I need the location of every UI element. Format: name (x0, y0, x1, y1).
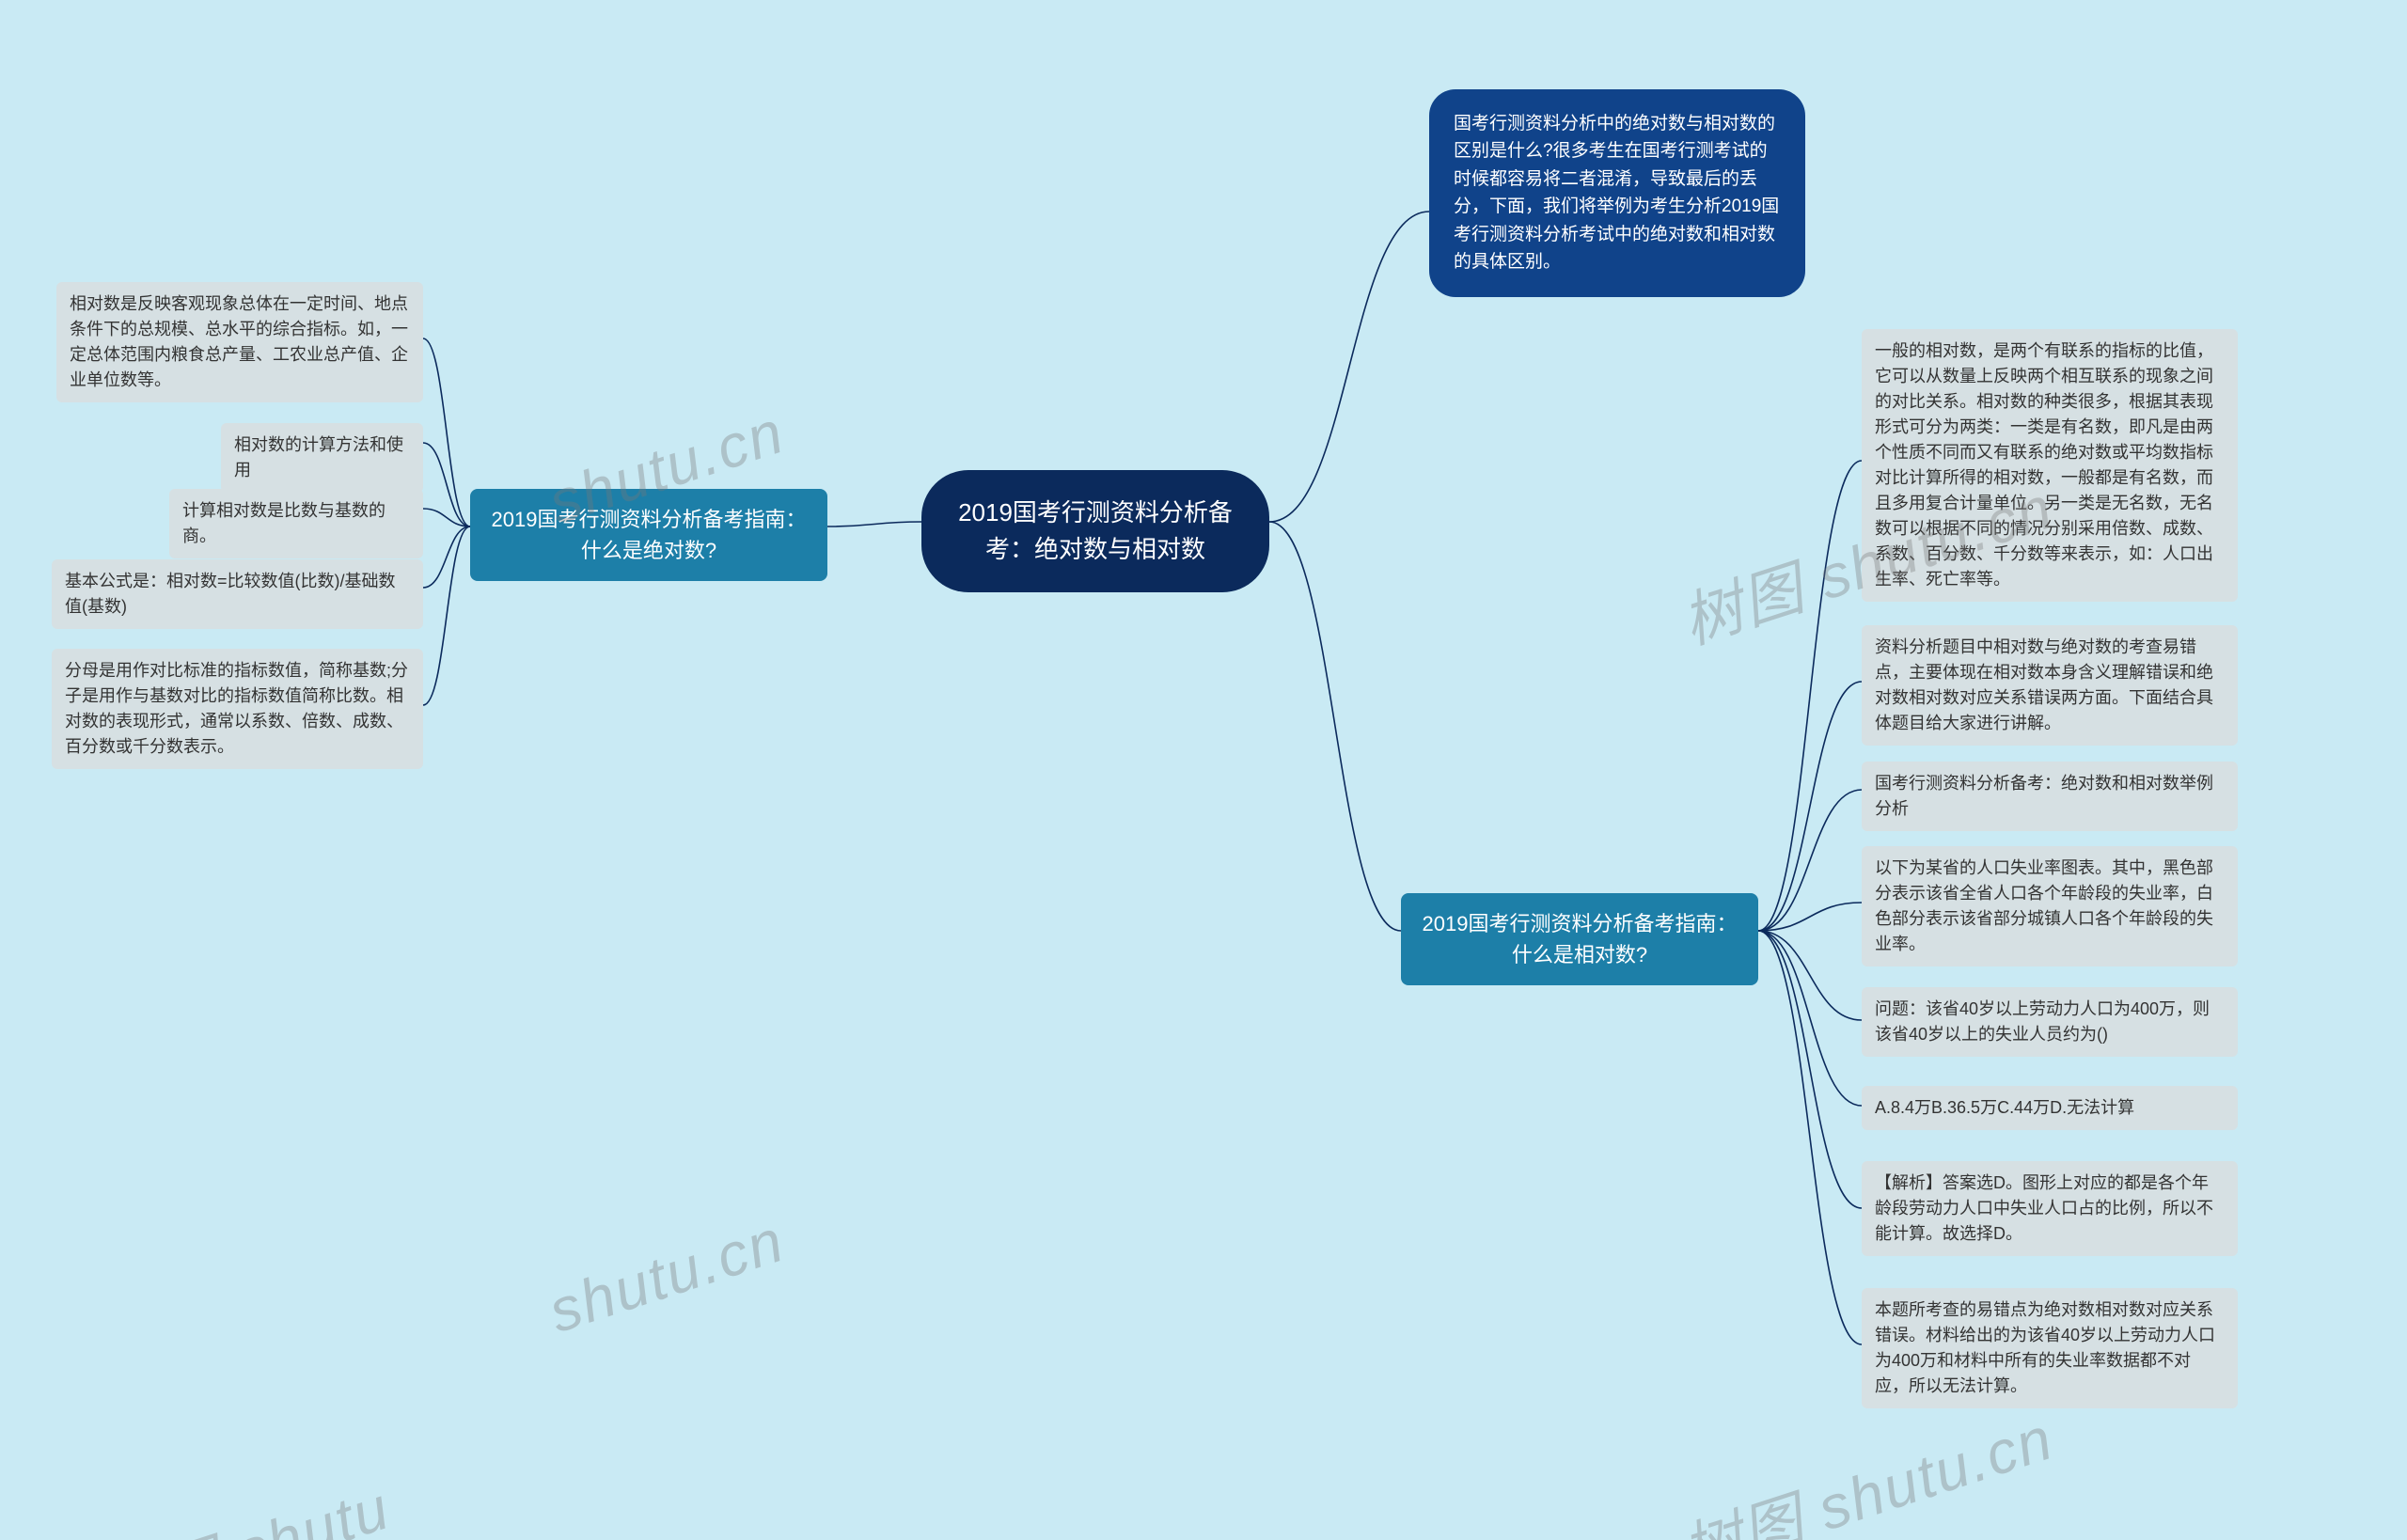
right-leaf-2: 国考行测资料分析备考：绝对数和相对数举例分析 (1862, 762, 2238, 831)
left-leaf-3: 基本公式是：相对数=比较数值(比数)/基础数值(基数) (52, 559, 423, 629)
right-leaf-0: 一般的相对数，是两个有联系的指标的比值，它可以从数量上反映两个相互联系的现象之间… (1862, 329, 2238, 602)
mindmap-canvas: 2019国考行测资料分析备考：绝对数与相对数 国考行测资料分析中的绝对数与相对数的… (0, 0, 2407, 1540)
left-branch-label: 2019国考行测资料分析备考指南：什么是绝对数? (492, 508, 807, 562)
center-node: 2019国考行测资料分析备考：绝对数与相对数 (921, 470, 1269, 592)
center-node-label: 2019国考行测资料分析备考：绝对数与相对数 (958, 498, 1233, 563)
right-leaf-2-label: 国考行测资料分析备考：绝对数和相对数举例分析 (1875, 774, 2213, 818)
right-leaf-0-label: 一般的相对数，是两个有联系的指标的比值，它可以从数量上反映两个相互联系的现象之间… (1875, 341, 2213, 589)
right-leaf-4: 问题：该省40岁以上劳动力人口为400万，则该省40岁以上的失业人员约为() (1862, 987, 2238, 1057)
right-leaf-6: 【解析】答案选D。图形上对应的都是各个年龄段劳动力人口中失业人口占的比例，所以不… (1862, 1161, 2238, 1256)
left-leaf-0: 相对数是反映客观现象总体在一定时间、地点条件下的总规模、总水平的综合指标。如，一… (56, 282, 423, 402)
right-leaf-3: 以下为某省的人口失业率图表。其中，黑色部分表示该省全省人口各个年龄段的失业率，白… (1862, 846, 2238, 966)
intro-node-label: 国考行测资料分析中的绝对数与相对数的区别是什么?很多考生在国考行测考试的时候都容… (1454, 114, 1779, 272)
intro-node: 国考行测资料分析中的绝对数与相对数的区别是什么?很多考生在国考行测考试的时候都容… (1429, 89, 1805, 297)
right-leaf-5: A.8.4万B.36.5万C.44万D.无法计算 (1862, 1086, 2238, 1130)
right-leaf-6-label: 【解析】答案选D。图形上对应的都是各个年龄段劳动力人口中失业人口占的比例，所以不… (1875, 1173, 2213, 1243)
right-leaf-4-label: 问题：该省40岁以上劳动力人口为400万，则该省40岁以上的失业人员约为() (1875, 999, 2210, 1044)
right-leaf-7-label: 本题所考查的易错点为绝对数相对数对应关系错误。材料给出的为该省40岁以上劳动力人… (1875, 1300, 2215, 1395)
left-leaf-3-label: 基本公式是：相对数=比较数值(比数)/基础数值(基数) (65, 572, 396, 616)
right-branch-label: 2019国考行测资料分析备考指南：什么是相对数? (1423, 912, 1738, 966)
right-branch: 2019国考行测资料分析备考指南：什么是相对数? (1401, 893, 1758, 985)
left-leaf-2-label: 计算相对数是比数与基数的商。 (182, 501, 385, 545)
left-leaf-1: 相对数的计算方法和使用 (221, 423, 423, 493)
left-leaf-4-label: 分母是用作对比标准的指标数值，简称基数;分子是用作与基数对比的指标数值简称比数。… (65, 661, 408, 756)
left-leaf-4: 分母是用作对比标准的指标数值，简称基数;分子是用作与基数对比的指标数值简称比数。… (52, 649, 423, 769)
left-leaf-0-label: 相对数是反映客观现象总体在一定时间、地点条件下的总规模、总水平的综合指标。如，一… (70, 294, 408, 389)
right-leaf-1-label: 资料分析题目中相对数与绝对数的考查易错点，主要体现在相对数本身含义理解错误和绝对… (1875, 637, 2213, 732)
left-branch: 2019国考行测资料分析备考指南：什么是绝对数? (470, 489, 827, 581)
right-leaf-3-label: 以下为某省的人口失业率图表。其中，黑色部分表示该省全省人口各个年龄段的失业率，白… (1875, 858, 2213, 953)
right-leaf-5-label: A.8.4万B.36.5万C.44万D.无法计算 (1875, 1098, 2134, 1117)
left-leaf-2: 计算相对数是比数与基数的商。 (169, 489, 423, 558)
left-leaf-1-label: 相对数的计算方法和使用 (234, 435, 403, 479)
right-leaf-1: 资料分析题目中相对数与绝对数的考查易错点，主要体现在相对数本身含义理解错误和绝对… (1862, 625, 2238, 746)
right-leaf-7: 本题所考查的易错点为绝对数相对数对应关系错误。材料给出的为该省40岁以上劳动力人… (1862, 1288, 2238, 1408)
watermark-3: 树图 shutu.cn (1670, 1391, 2063, 1540)
watermark-2: shutu.cn (541, 1205, 793, 1346)
watermark-4: 树图 shutu (88, 1460, 400, 1540)
